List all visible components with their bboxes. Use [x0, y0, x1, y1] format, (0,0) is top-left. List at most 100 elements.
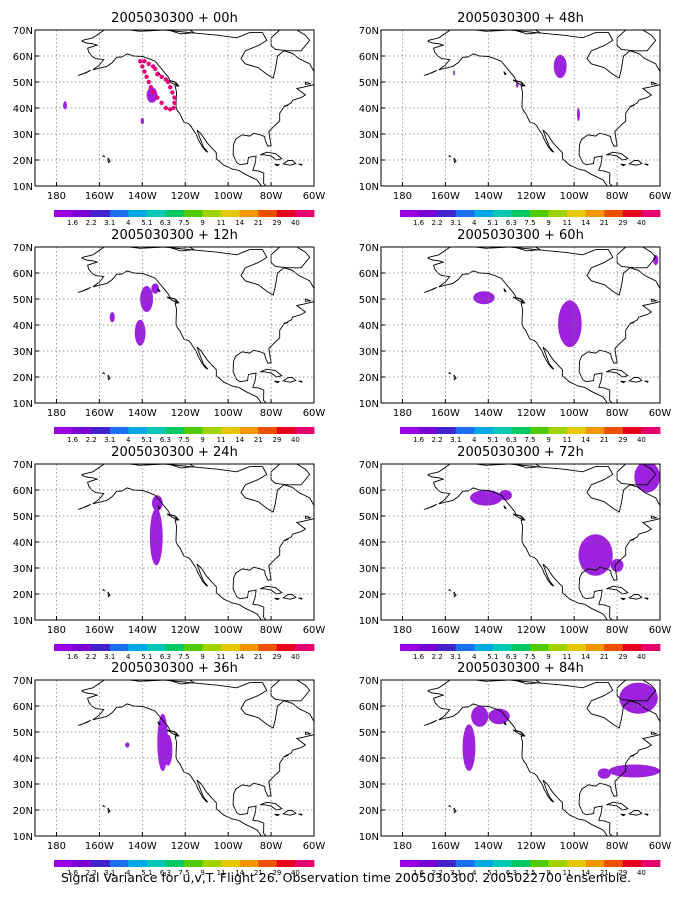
map-panel: 2005030300 + 84h 10N 20N 30N 40N 50N 60N 70N 180… [359, 661, 672, 877]
panel-title: 2005030300 + 48h [457, 11, 584, 26]
map-panel: 2005030300 + 00h 10N 20N 30N 40N 50N 60N 70N 180… [13, 11, 326, 227]
lat-label: 50N [13, 295, 33, 306]
observation-point [142, 59, 147, 64]
colorbar-label: 3.1 [450, 436, 461, 444]
lon-label: 180 [47, 408, 66, 419]
variance-region [553, 54, 567, 79]
colorbar-label: 7.5 [524, 653, 535, 661]
lon-label: 60W [303, 841, 326, 852]
lat-label: 30N [13, 564, 33, 575]
colorbar-swatch [585, 210, 605, 217]
colorbar-swatch [548, 860, 568, 867]
colorbar-swatch [146, 644, 166, 651]
colorbar-swatch [455, 427, 475, 434]
lat-label: 20N [359, 373, 379, 384]
colorbar-swatch [165, 860, 185, 867]
variance-region [125, 742, 130, 748]
coastline [77, 503, 92, 510]
colorbar-label: 29 [272, 869, 281, 877]
lon-label: 180 [47, 191, 66, 202]
colorbar-swatch [258, 860, 278, 867]
lon-label: 60W [303, 408, 326, 419]
colorbar-swatch [91, 427, 111, 434]
colorbar-swatch [54, 860, 73, 867]
coastline [503, 71, 507, 76]
lat-label: 20N [13, 590, 33, 601]
colorbar-swatch [54, 427, 73, 434]
colorbar-swatch [622, 644, 642, 651]
colorbar-label: 40 [637, 869, 646, 877]
observation-point [146, 79, 151, 85]
coastline [513, 30, 542, 35]
colorbar-swatch [128, 860, 148, 867]
colorbar-swatch [258, 427, 278, 434]
coastline [606, 368, 629, 378]
colorbar-label: 1.6 [413, 219, 425, 227]
colorbar-label: 40 [291, 219, 300, 227]
colorbar-swatch [474, 860, 494, 867]
colorbar-label: 6.3 [160, 869, 171, 877]
coastline [628, 810, 643, 816]
coastline [81, 30, 314, 186]
coastline [513, 680, 542, 685]
coastline [270, 464, 311, 486]
lat-label: 50N [359, 295, 379, 306]
colorbar-swatch [455, 860, 475, 867]
map-area [35, 30, 314, 186]
lon-label: 120W [171, 625, 200, 636]
lat-label: 10N [13, 182, 33, 193]
colorbar-swatch [146, 427, 166, 434]
colorbar-label: 2.2 [86, 436, 97, 444]
observation-point [172, 100, 177, 106]
colorbar-swatch [641, 210, 661, 217]
lat-label: 10N [13, 616, 33, 627]
observation-point [172, 95, 177, 100]
lat-label: 10N [13, 399, 33, 410]
coastline [628, 160, 643, 166]
coastline [157, 288, 161, 293]
colorbar-swatch [109, 860, 129, 867]
colorbar-swatch [72, 210, 92, 217]
coastline [606, 151, 629, 161]
observation-point [163, 105, 169, 111]
coastline [427, 464, 660, 620]
colorbar-label: 40 [291, 869, 300, 877]
colorbar-swatch [548, 210, 568, 217]
coastline [284, 538, 289, 542]
coastline [282, 160, 297, 166]
coastline [284, 104, 289, 108]
colorbar-label: 9 [200, 219, 204, 227]
colorbar-swatch [437, 860, 457, 867]
coastline [298, 597, 303, 600]
variance-region [619, 682, 658, 714]
coastline [448, 154, 452, 158]
colorbar-label: 11 [217, 219, 226, 227]
lon-label: 60W [303, 191, 326, 202]
coastline [503, 721, 507, 726]
colorbar-swatch [109, 644, 129, 651]
colorbar-label: 14 [235, 219, 244, 227]
variance-region [151, 283, 160, 294]
colorbar-swatch [567, 860, 587, 867]
map-panel: 2005030300 + 24h 10N 20N 30N 40N 50N 60N 70N 180… [13, 445, 326, 661]
colorbar-swatch [165, 644, 185, 651]
colorbar-label: 5.1 [487, 436, 498, 444]
lon-label: 180 [393, 625, 412, 636]
colorbar-swatch [165, 427, 185, 434]
colorbar-swatch [548, 644, 568, 651]
colorbar-label: 21 [254, 653, 263, 661]
lon-label: 60W [649, 841, 672, 852]
coastline [512, 513, 525, 521]
observation-point [171, 105, 176, 111]
coastline [304, 298, 311, 302]
lon-label: 160W [431, 841, 460, 852]
map-area [35, 247, 314, 403]
observation-point [155, 95, 160, 100]
colorbar-swatch [400, 427, 419, 434]
colorbar-label: 29 [272, 653, 281, 661]
lon-label: 120W [517, 841, 546, 852]
coastline [298, 163, 303, 166]
variance-region [462, 724, 476, 771]
colorbar-swatch [184, 860, 203, 867]
